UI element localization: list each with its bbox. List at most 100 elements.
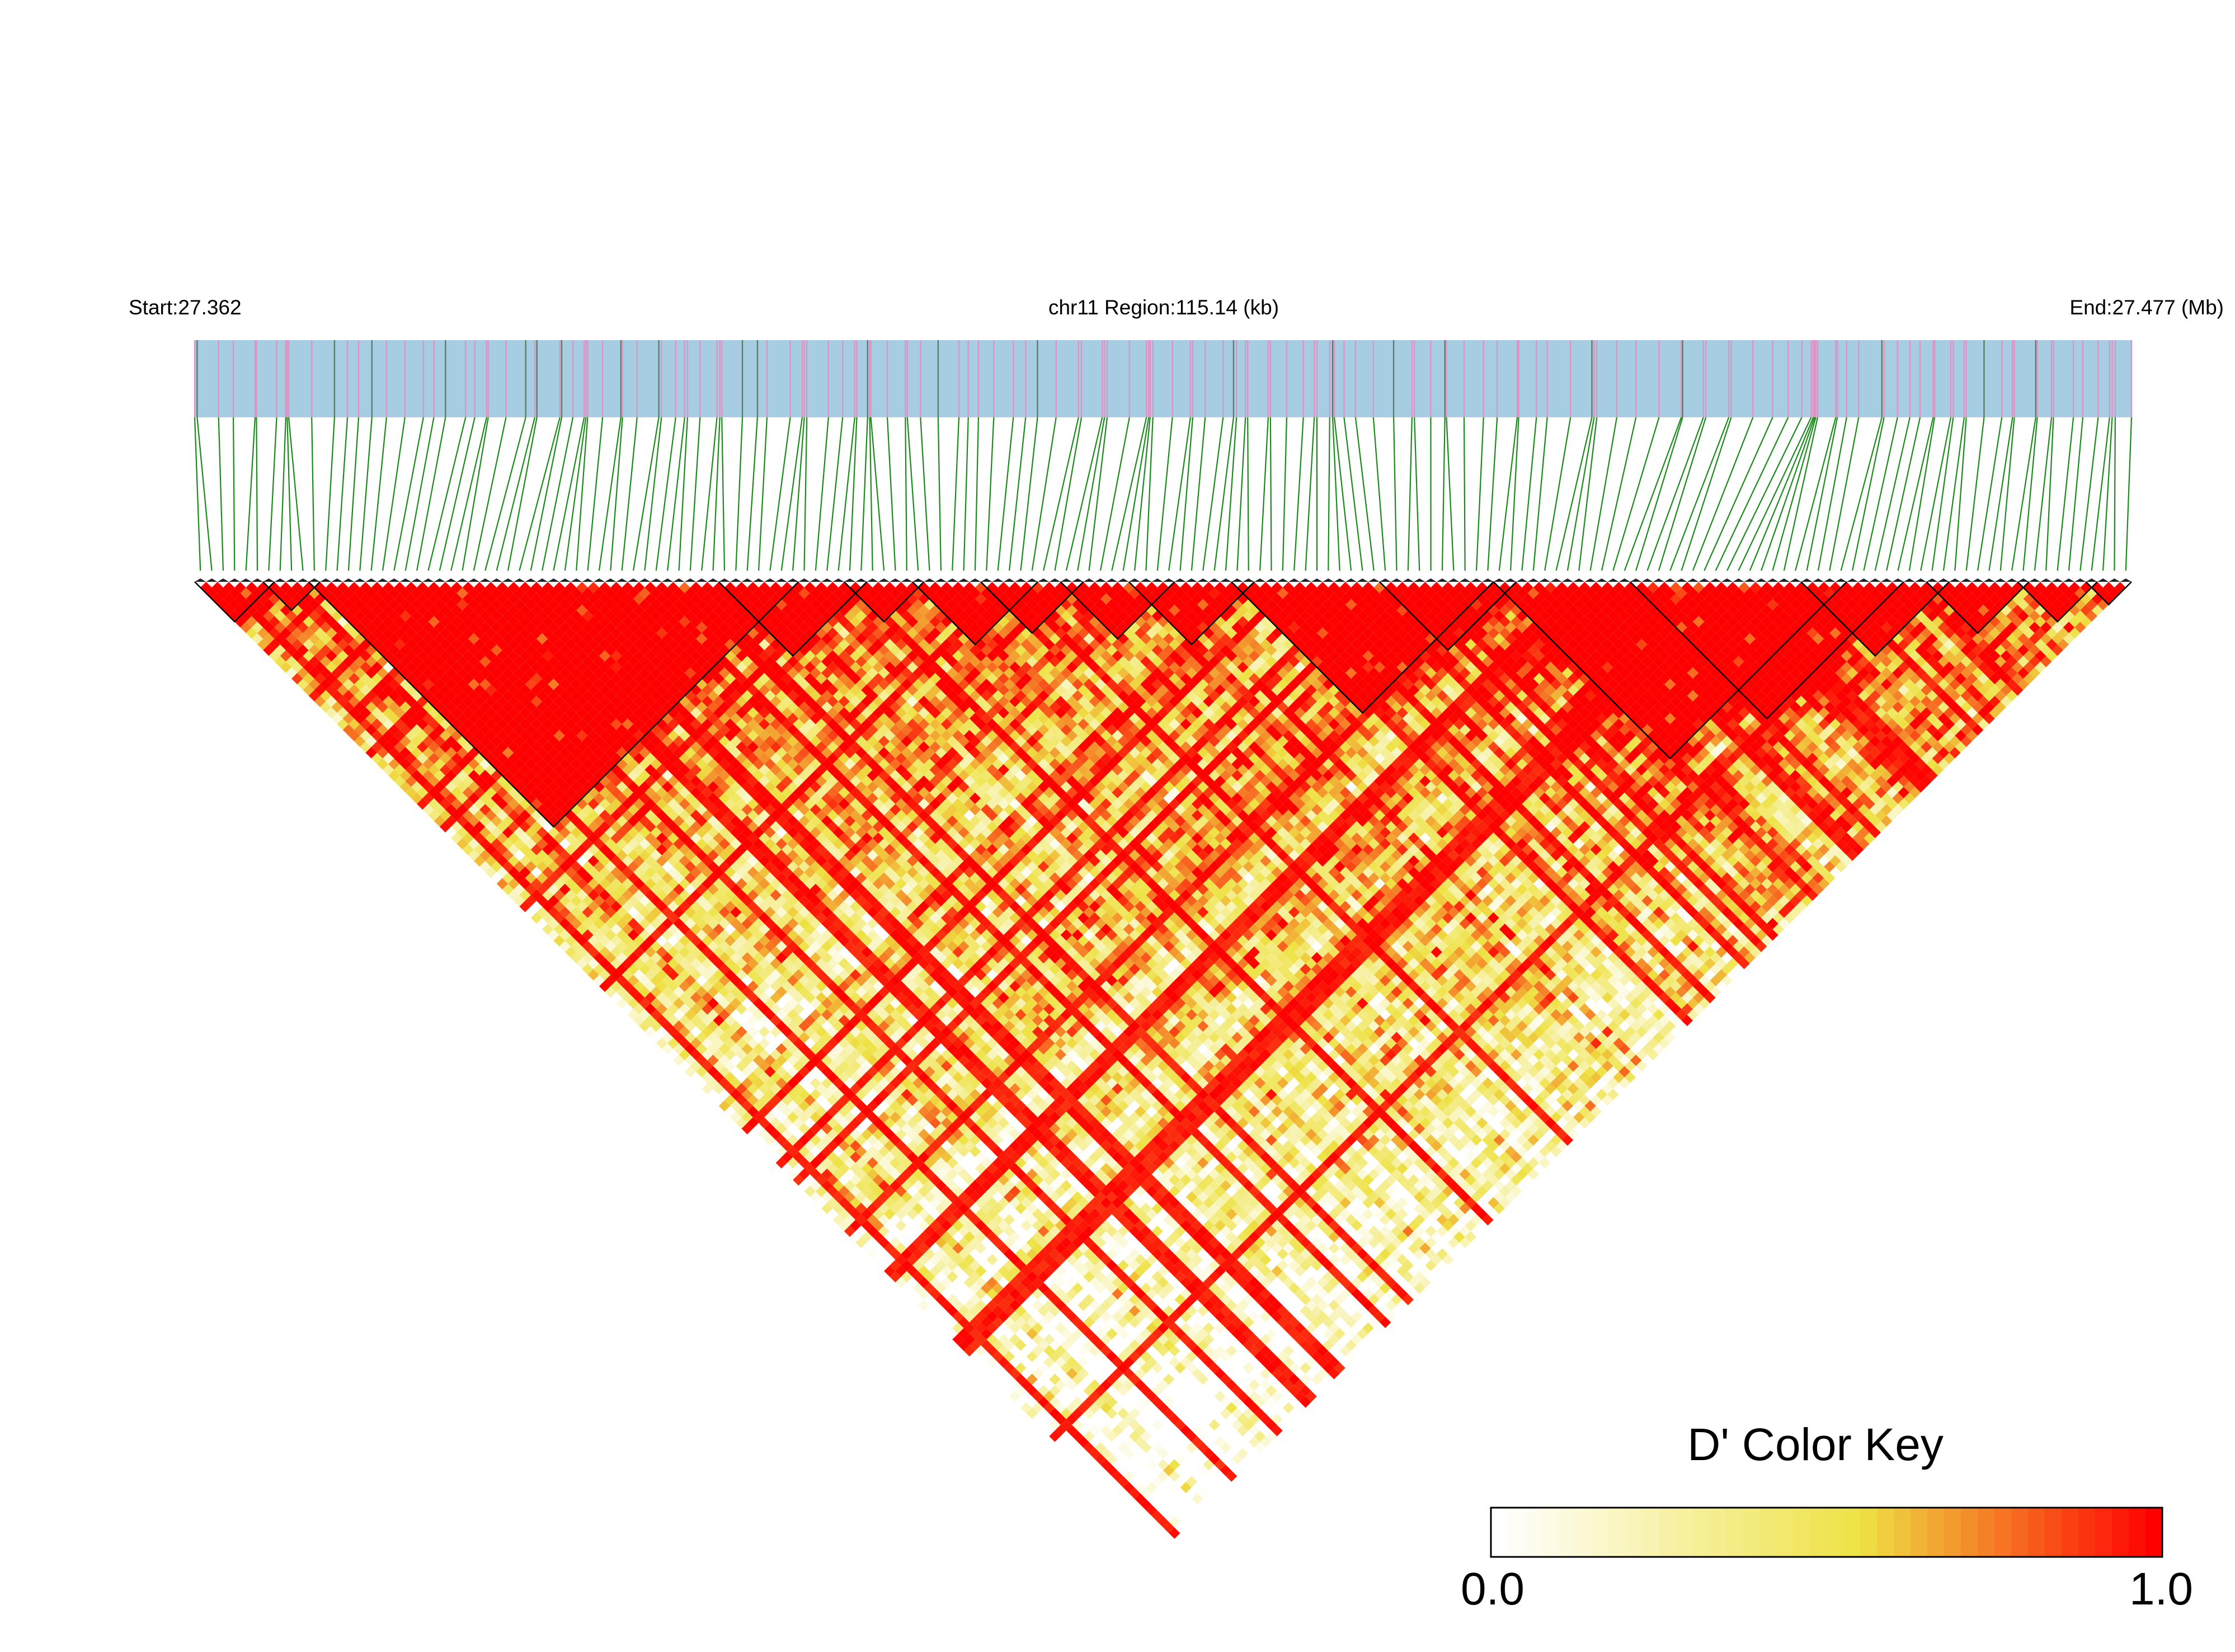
ld-cell: [1060, 1385, 1072, 1397]
ld-cell: [525, 838, 537, 850]
ld-cell: [918, 1299, 930, 1311]
ld-cell: [411, 747, 423, 759]
ld-cell: [867, 1202, 878, 1215]
ld-cell: [1146, 1527, 1158, 1539]
ld-cell: [1043, 1390, 1055, 1402]
ld-cell: [890, 1225, 901, 1237]
ld-cell: [599, 980, 611, 992]
ld-cell: [285, 610, 298, 622]
ld-cell: [901, 1271, 912, 1283]
ld-cell: [564, 889, 577, 901]
ld-cell: [1072, 1419, 1084, 1431]
ld-cell: [752, 1100, 765, 1112]
ld-cell: [548, 917, 559, 930]
snp-connector-line: [370, 417, 387, 571]
ld-cell: [303, 650, 314, 662]
ld-cell: [787, 1134, 799, 1146]
ld-cell: [633, 992, 645, 1004]
snp-connector-line: [404, 417, 435, 571]
ld-cell: [684, 1066, 697, 1077]
ld-cell: [1157, 1538, 1169, 1550]
ld-cell: [457, 781, 468, 793]
ld-cell: [434, 804, 446, 816]
ld-cell: [661, 1009, 674, 1021]
ld-cell: [422, 781, 434, 793]
ld-cell: [929, 1254, 941, 1265]
ld-cell: [1037, 1396, 1050, 1408]
ld-cell: [707, 1077, 719, 1089]
ld-cell: [496, 821, 509, 833]
ld-cell: [741, 1111, 753, 1123]
ld-cell: [895, 1220, 907, 1231]
ld-cell: [906, 1277, 919, 1288]
ld-cell: [633, 1014, 645, 1027]
ld-cell: [1060, 1442, 1072, 1453]
ld-cell: [1163, 1499, 1175, 1510]
ld-cell: [684, 1020, 697, 1032]
snp-connector-line: [920, 417, 930, 571]
ld-cell: [1032, 1379, 1044, 1391]
ld-cell: [234, 604, 246, 616]
snp-connector-lines: [194, 417, 2133, 571]
ld-cell: [696, 1043, 708, 1055]
snp-connector-line: [792, 417, 805, 571]
ld-cell: [326, 695, 337, 708]
ld-cell: [1066, 1436, 1078, 1448]
ld-cell: [940, 1277, 953, 1288]
ld-cell: [627, 975, 639, 986]
ld-cell: [417, 752, 429, 764]
ld-cell: [234, 593, 246, 605]
ld-cell: [587, 912, 599, 924]
ld-cell: [462, 798, 474, 810]
ld-cell: [519, 832, 531, 844]
ld-cell: [952, 1322, 964, 1334]
ld-cell: [1032, 1356, 1044, 1368]
ld-cell: [303, 684, 314, 696]
ld-cell: [451, 821, 463, 833]
snp-connector-line: [439, 417, 476, 571]
ld-cell: [405, 764, 417, 776]
ld-cell: [479, 815, 491, 827]
ld-cell: [1094, 1453, 1107, 1465]
ld-cell: [491, 826, 502, 839]
ld-cell: [571, 917, 582, 930]
ld-cell: [616, 997, 628, 1009]
ld-cell: [514, 872, 525, 884]
ld-cell: [291, 672, 303, 685]
ld-cell: [553, 901, 565, 912]
snp-connector-line: [1122, 417, 1150, 571]
ld-cell: [855, 1180, 867, 1192]
ld-cell: [582, 917, 594, 930]
ld-cell: [457, 826, 468, 839]
ld-cell: [1037, 1373, 1050, 1385]
snp-connector-line: [952, 417, 960, 571]
snp-connector-line: [1589, 417, 1618, 571]
ld-cell: [342, 667, 355, 679]
ld-cell: [280, 616, 292, 628]
ld-cell: [354, 701, 366, 713]
ld-cell: [747, 1094, 759, 1106]
snp-connector-line: [393, 417, 424, 571]
snp-connector-line: [1783, 417, 1819, 571]
ld-cell: [878, 1259, 890, 1272]
snp-connector-line: [288, 417, 304, 571]
ld-cell: [1055, 1379, 1066, 1391]
ld-cell: [371, 729, 383, 742]
ld-cell: [661, 997, 674, 1009]
ld-cell: [1003, 1373, 1015, 1385]
ld-cell: [855, 1202, 867, 1215]
ld-cell: [365, 713, 377, 724]
ld-cell: [940, 1311, 953, 1322]
snp-connector-line: [232, 417, 236, 571]
ld-cell: [867, 1248, 878, 1260]
ld-cell: [1140, 1487, 1152, 1499]
ld-cell: [314, 684, 326, 696]
ld-cell: [559, 895, 571, 907]
ld-cell: [901, 1225, 912, 1237]
ld-cell: [787, 1123, 799, 1135]
snp-connector-line: [1202, 417, 1224, 571]
ld-cell: [924, 1259, 935, 1272]
ld-cell: [571, 883, 582, 896]
ld-cell: [377, 724, 389, 736]
ld-cell: [582, 952, 594, 964]
